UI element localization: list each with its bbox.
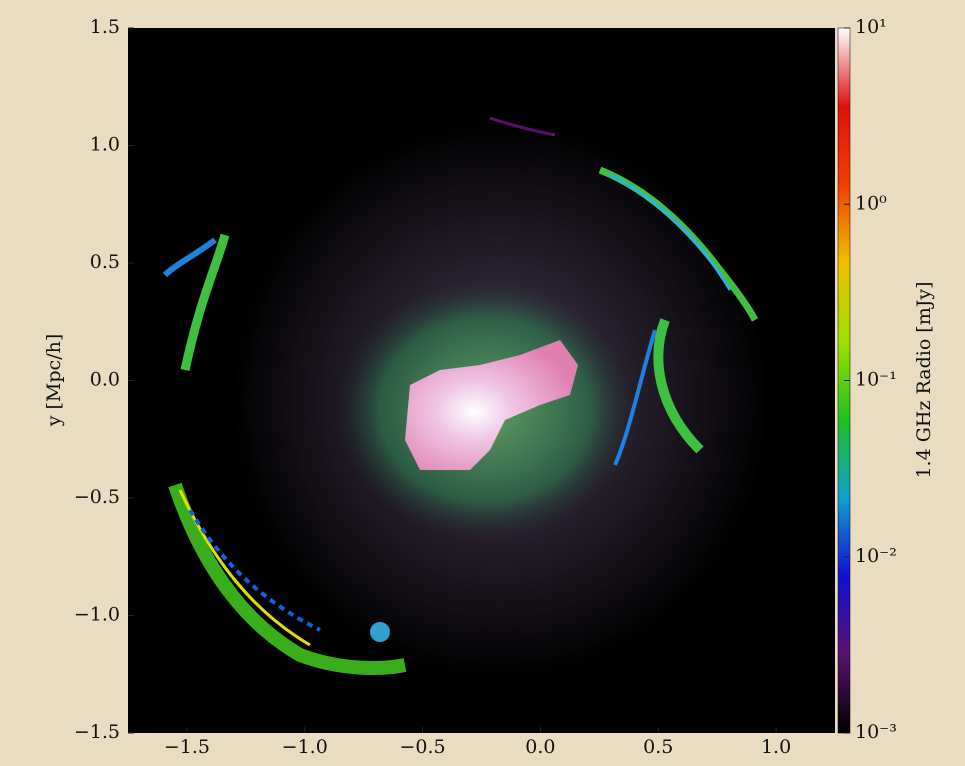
x-tick-label: −1.0 <box>282 736 328 758</box>
colorbar-tick-label: 10⁻² <box>855 545 897 567</box>
colorbar-tick-label: 10⁻¹ <box>855 369 897 391</box>
x-tick-label: −1.5 <box>164 736 210 758</box>
colorbar-tick-label: 10¹ <box>855 16 887 38</box>
colorbar-tick-label: 10⁻³ <box>855 721 897 743</box>
y-tick-label: −0.5 <box>74 486 120 508</box>
y-tick-label: 0.0 <box>90 369 120 391</box>
colorbar-label: 1.4 GHz Radio [mJy] <box>913 281 935 478</box>
x-tick-label: 0.5 <box>643 736 673 758</box>
y-tick-label: 1.0 <box>90 134 120 156</box>
x-tick-label: 0.0 <box>525 736 555 758</box>
y-tick-label: −1.5 <box>74 721 120 743</box>
x-tick-label: −0.5 <box>400 736 446 758</box>
y-tick-label: 0.5 <box>90 251 120 273</box>
x-tick-label: 1.0 <box>761 736 791 758</box>
y-tick-label: −1.0 <box>74 604 120 626</box>
chart: y [Mpc/h] 1.4 GHz Radio [mJy] −1.5 −1.0 −0… <box>0 0 965 762</box>
y-axis-label: y [Mpc/h] <box>43 334 65 428</box>
colorbar-tick-label: 10⁰ <box>855 192 887 214</box>
y-tick-label: 1.5 <box>90 16 120 38</box>
